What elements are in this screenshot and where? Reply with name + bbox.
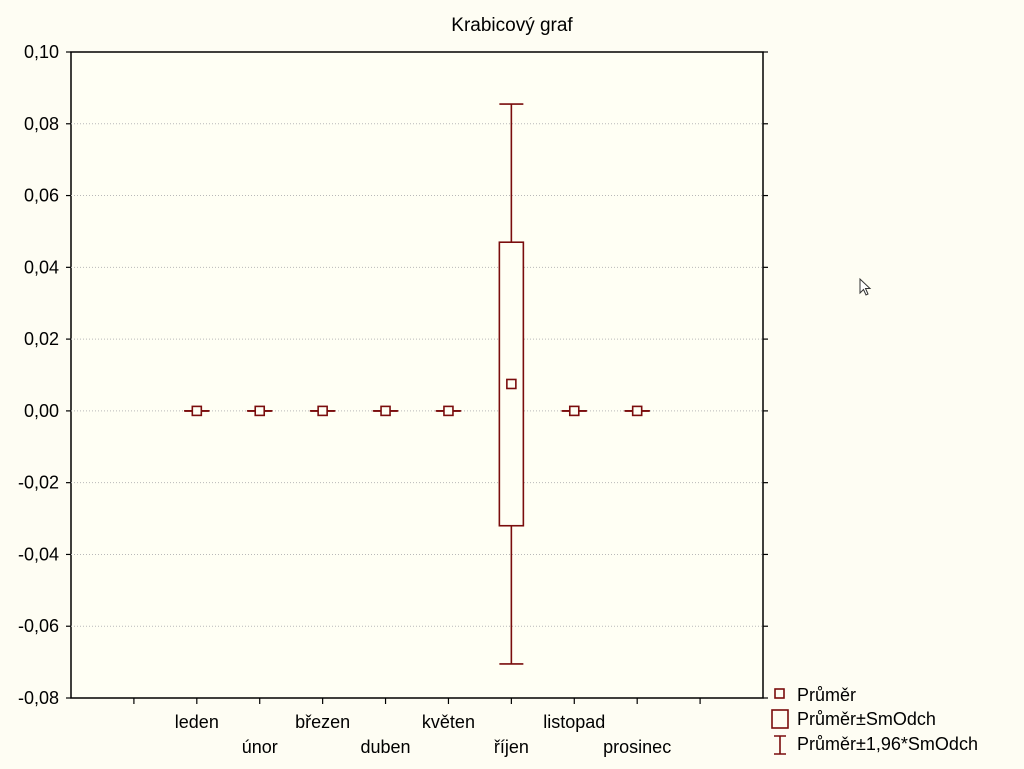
mean-marker: [443, 405, 454, 417]
y-tick-label: 0,08: [24, 114, 59, 134]
mean-marker: [568, 405, 580, 417]
legend: Průměr Průměr±SmOdch Průměr±1,96*SmOdch: [771, 685, 978, 755]
box-říjen: [498, 103, 525, 665]
x-tick-label: únor: [242, 737, 278, 757]
box-listopad: [561, 405, 588, 417]
x-tick-label: duben: [361, 737, 411, 757]
legend-sd-label: Průměr±SmOdch: [797, 709, 936, 729]
x-tick-label: březen: [295, 712, 350, 732]
y-tick-label: -0,06: [18, 616, 59, 636]
y-tick-label: 0,04: [24, 257, 59, 277]
x-tick-label: listopad: [543, 712, 605, 732]
legend-entry-mean: Průměr: [774, 685, 856, 705]
box-series: [184, 103, 650, 665]
x-axis: leden únor březen duben květen říjen listopad p…: [133, 698, 701, 757]
legend-sd-symbol: [771, 709, 789, 729]
plot-area: [70, 51, 764, 699]
y-tick-label: 0,02: [24, 329, 59, 349]
y-tick-label: 0,06: [24, 186, 59, 206]
box-duben: [372, 405, 399, 417]
mean-marker: [317, 405, 328, 417]
box-prosinec: [624, 405, 650, 417]
x-tick-label: říjen: [494, 737, 529, 757]
y-tick-label: -0,02: [18, 473, 59, 493]
y-axis: -0,08 -0,06 -0,04 -0,02 0,00 0,02 0,04 0,06 0,08…: [18, 42, 768, 708]
mouse-pointer-icon: [859, 277, 872, 296]
box-leden: [184, 405, 210, 417]
x-tick-label: prosinec: [603, 737, 671, 757]
box-březen: [309, 405, 336, 417]
legend-ci-label: Průměr±1,96*SmOdch: [797, 734, 978, 754]
legend-mean-symbol: [774, 688, 785, 699]
y-tick-label: -0,08: [18, 688, 59, 708]
y-tick-label: 0,00: [24, 401, 59, 421]
legend-mean-label: Průměr: [797, 685, 856, 705]
chart-title: Krabicový graf: [451, 15, 573, 36]
x-tick-label: květen: [422, 712, 475, 732]
mean-marker: [254, 405, 266, 417]
x-tick-label: leden: [175, 712, 219, 732]
mean-marker: [380, 405, 391, 417]
mean-marker: [191, 405, 203, 417]
box-únor: [246, 405, 273, 417]
box-květen: [435, 405, 462, 417]
mean-marker: [506, 378, 517, 390]
legend-entry-ci: Průměr±1,96*SmOdch: [774, 734, 978, 755]
mean-marker: [631, 405, 643, 417]
legend-entry-sd: Průměr±SmOdch: [771, 709, 936, 729]
y-tick-label: 0,10: [24, 42, 59, 62]
legend-ci-symbol: [774, 735, 786, 755]
y-tick-label: -0,04: [18, 544, 59, 564]
